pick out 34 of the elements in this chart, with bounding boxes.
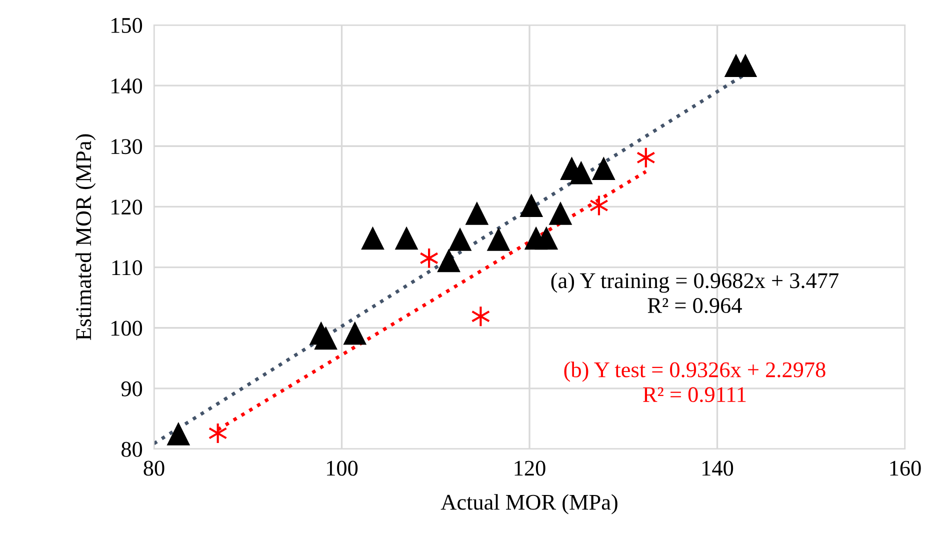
point — [520, 194, 543, 217]
y-tick-label: 100 — [112, 320, 142, 336]
point — [487, 228, 510, 251]
point — [592, 157, 616, 180]
y-tick-label: 120 — [112, 200, 142, 215]
point — [343, 322, 366, 345]
point — [465, 202, 488, 225]
point — [636, 146, 656, 168]
x-tick-label: 140 — [702, 460, 734, 476]
point — [166, 422, 190, 446]
point — [437, 249, 460, 272]
point — [361, 226, 384, 250]
point — [471, 306, 490, 328]
y-tick-label: 140 — [112, 78, 142, 94]
y-tick-label: 150 — [112, 18, 142, 33]
x-tick-label: 80 — [144, 460, 164, 476]
y-tick-label: 80 — [122, 442, 142, 457]
y-axis-title: Estimated MOR (MPa) — [76, 134, 96, 340]
point — [314, 326, 338, 350]
point — [534, 226, 558, 250]
y-tick-label: 110 — [112, 260, 142, 276]
annotation: (a) Y training = 0.9682x + 3.477 R² = 0.964 — [551, 272, 838, 314]
y-tick-label: 90 — [121, 381, 142, 396]
x-axis-title: Actual MOR (MPa) — [440, 494, 618, 514]
point — [549, 202, 572, 225]
y-tick-label: 130 — [112, 139, 142, 154]
point — [395, 226, 418, 250]
x-tick-label: 160 — [890, 460, 921, 476]
x-tick-label: 100 — [327, 460, 358, 476]
x-tick-label: 120 — [514, 460, 546, 476]
point — [570, 161, 593, 184]
point — [420, 247, 439, 269]
point — [448, 228, 472, 251]
annotation: (b) Y test = 0.9326x + 2.2978 R² = 0.9111 — [564, 362, 826, 402]
